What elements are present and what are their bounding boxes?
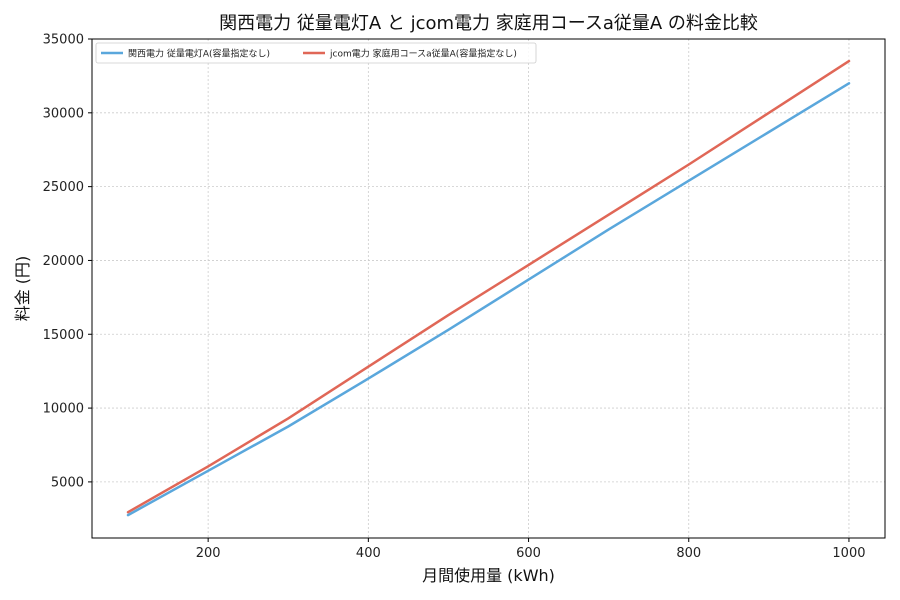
y-tick-label: 30000 bbox=[43, 106, 84, 121]
series-line-jcom bbox=[126, 59, 851, 514]
legend-label-jcom: jcom電力 家庭用コースa従量A(容量指定なし) bbox=[329, 48, 517, 60]
plot-area bbox=[91, 38, 886, 539]
x-tick-label: 1000 bbox=[832, 546, 865, 561]
series-line-kansai bbox=[126, 82, 851, 517]
legend: 関西電力 従量電灯A(容量指定なし) jcom電力 家庭用コースa従量A(容量指… bbox=[95, 42, 537, 64]
y-tick-label: 20000 bbox=[43, 254, 84, 269]
series-lines bbox=[126, 59, 851, 517]
x-tick-label: 200 bbox=[196, 546, 221, 561]
y-tick-label: 35000 bbox=[43, 33, 84, 48]
legend-label-kansai: 関西電力 従量電灯A(容量指定なし) bbox=[128, 48, 270, 60]
y-axis-label: 料金 (円) bbox=[13, 256, 32, 322]
x-tick-label: 800 bbox=[676, 546, 701, 561]
y-tick-label: 15000 bbox=[43, 328, 84, 343]
y-tick-label: 25000 bbox=[43, 180, 84, 195]
y-axis-ticks: 5000 10000 15000 20000 25000 30000 35000 bbox=[43, 33, 92, 490]
x-axis-label: 月間使用量 (kWh) bbox=[422, 566, 555, 585]
x-tick-label: 600 bbox=[516, 546, 541, 561]
x-tick-label: 400 bbox=[356, 546, 381, 561]
y-tick-label: 5000 bbox=[51, 475, 84, 490]
chart-title: 関西電力 従量電灯A と jcom電力 家庭用コースa従量A の料金比較 bbox=[219, 13, 758, 34]
y-tick-label: 10000 bbox=[43, 402, 84, 417]
x-axis-ticks: 200 400 600 800 1000 bbox=[196, 538, 866, 561]
